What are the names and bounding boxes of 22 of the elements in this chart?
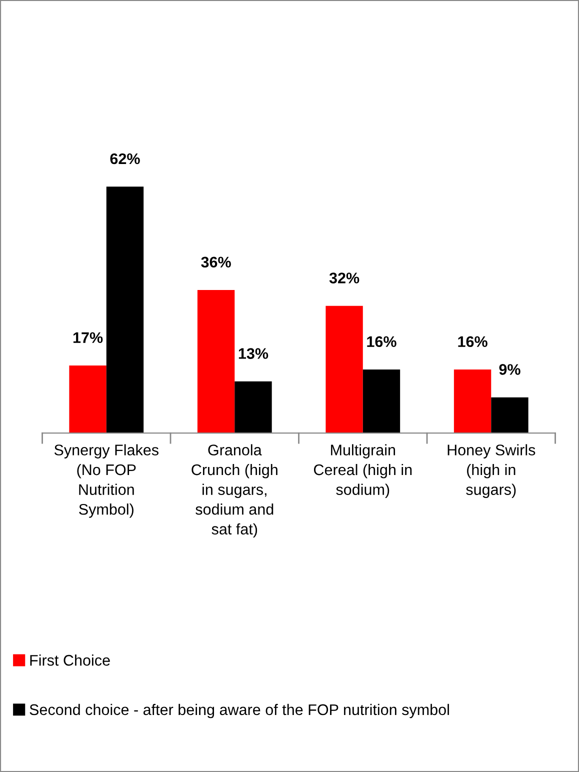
bar bbox=[197, 290, 235, 434]
data-label: 9% bbox=[499, 364, 520, 375]
bar bbox=[491, 397, 528, 434]
x-tick-label: Granola Crunch (high in sugars, sodium and sat fat) bbox=[192, 444, 278, 538]
bar bbox=[234, 381, 272, 434]
bar bbox=[106, 186, 144, 434]
bar bbox=[326, 306, 363, 434]
bar bbox=[362, 369, 400, 434]
x-tick-label: Honey Swirls (high in sugars) bbox=[448, 444, 536, 498]
data-label: 32% bbox=[329, 272, 360, 284]
data-label: 62% bbox=[110, 153, 140, 164]
bar bbox=[454, 369, 492, 434]
legend-label: First Choice bbox=[30, 654, 110, 666]
legend-label: Second choice - after being aware of the FOP nutrition symbol bbox=[30, 704, 449, 718]
data-label: 36% bbox=[201, 256, 231, 268]
x-tick-label: Multigrain Cereal (high in sodium) bbox=[314, 444, 412, 498]
data-label: 16% bbox=[458, 336, 488, 348]
data-label: 13% bbox=[238, 348, 268, 359]
bar bbox=[69, 366, 106, 434]
data-label: 17% bbox=[73, 332, 103, 344]
data-label: 16% bbox=[367, 336, 396, 348]
x-tick-label: Synergy Flakes (No FOP Nutrition Symbol) bbox=[54, 444, 158, 518]
